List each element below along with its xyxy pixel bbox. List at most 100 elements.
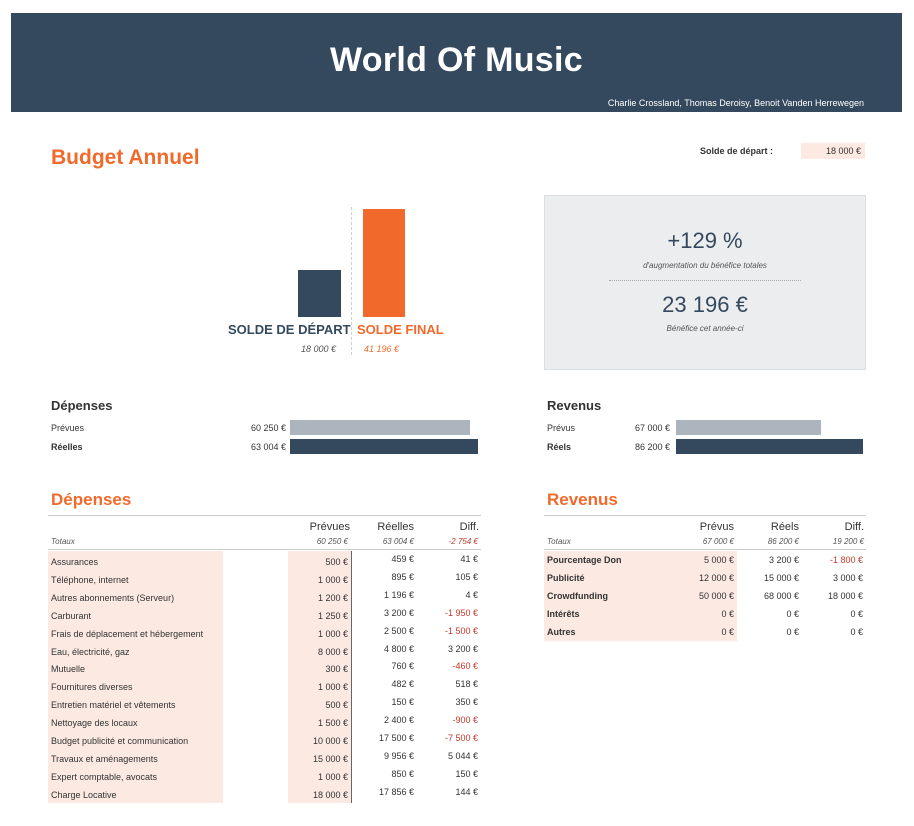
header-banner: World Of Music Charlie Crossland, Thomas… [11,13,902,112]
summary-depenses-value: 63 004 € [250,442,286,452]
depenses-row-prevues-input[interactable]: 1 000 € [317,628,348,639]
summary-depenses-label: Prévues [51,423,85,433]
depenses-row-reelles: 895 € [391,571,414,582]
depenses-row-label: Entretien matériel et vêtements [51,700,176,711]
revenus-section-title: Revenus [547,490,618,509]
kpi-separator [609,280,801,281]
summary-revenus-title: Revenus [547,398,602,413]
revenus-row-prevus-input[interactable]: 0 € [721,609,734,619]
depenses-row-diff: 105 € [455,571,478,582]
revenus-row-label: Intérêts [547,609,580,619]
depenses-row-prevues-input[interactable]: 18 000 € [312,789,348,800]
revenus-row-reels: 0 € [786,609,799,619]
depenses-row-prevues-input[interactable]: 300 € [325,664,348,675]
depenses-row-reelles: 482 € [391,679,414,690]
depenses-row-reelles: 1 196 € [383,589,414,600]
page-title: Budget Annuel [51,146,200,169]
revenus-row-prevus-input[interactable]: 50 000 € [698,591,734,601]
revenus-totals-reels: 86 200 € [767,537,799,546]
depenses-row-reelles: 3 200 € [383,607,414,618]
depenses-row-reelles: 2 500 € [383,625,414,636]
depenses-row-label: Fournitures diverses [51,682,133,693]
depenses-row-prevues-input[interactable]: 1 000 € [317,574,348,585]
revenus-header-diff: Diff. [844,521,864,533]
kpi-percent: +129 % [667,228,743,253]
depenses-totals-divider [48,549,481,550]
depenses-row-label: Budget publicité et communication [51,736,189,746]
depenses-row-label: Nettoyage des locaux [51,718,138,729]
revenus-totals-prevus: 67 000 € [702,537,734,546]
depenses-row-diff: 4 € [465,589,478,600]
depenses-row-reelles: 150 € [391,697,414,708]
depenses-row-diff: 150 € [455,768,478,779]
depenses-prevues-column [288,551,351,803]
authors-text: Charlie Crossland, Thomas Deroisy, Benoi… [607,98,864,108]
depenses-row-reelles: 2 400 € [383,715,414,726]
depenses-row-diff: 518 € [455,679,478,690]
revenus-totals-divider [544,549,866,550]
revenus-row-reels: 68 000 € [763,591,799,601]
depenses-row-prevues-input[interactable]: 500 € [325,557,348,567]
summary-revenus-value: 67 000 € [634,423,670,433]
depenses-row-reelles: 459 € [391,554,414,564]
depenses-row-prevues-input[interactable]: 1 000 € [317,771,348,782]
depenses-row-label: Charge Locative [51,789,117,800]
depenses-row-label: Téléphone, internet [51,574,129,585]
summary-depenses-title: Dépenses [51,398,113,413]
depenses-row-prevues-input[interactable]: 10 000 € [312,736,348,746]
app-title: World Of Music [330,41,583,79]
depenses-row-diff: 5 044 € [447,750,478,761]
revenus-row-label: Crowdfunding [547,591,608,601]
depenses-row-prevues-input[interactable]: 1 250 € [317,610,348,621]
depenses-prevues-border [351,551,352,803]
revenus-header-prevus: Prévus [699,521,734,533]
chart-bar-solde-final [363,209,405,317]
depenses-row-prevues-input[interactable]: 1 200 € [317,592,348,603]
depenses-totals-prevues: 60 250 € [316,537,348,546]
revenus-row-diff: -1 800 € [829,555,863,565]
depenses-row-label: Frais de déplacement et hébergement [51,628,204,639]
depenses-row-label: Autres abonnements (Serveur) [51,592,175,603]
revenus-header-reels: Réels [770,521,799,533]
chart-value-solde-final: 41 196 € [364,344,400,354]
depenses-totals-label: Totaux [51,537,75,546]
depenses-row-prevues-input[interactable]: 1 000 € [317,682,348,693]
chart-value-solde-depart: 18 000 € [301,344,337,354]
depenses-row-diff: 3 200 € [447,643,478,654]
depenses-row-diff: 350 € [455,697,478,708]
depenses-header-diff: Diff. [459,521,479,533]
summary-depenses-bar-prevues [290,420,470,435]
depenses-row-label: Eau, électricité, gaz [51,646,130,657]
chart-bar-solde-depart [298,270,341,317]
depenses-row-prevues-input[interactable]: 500 € [325,700,348,711]
revenus-row-reels: 0 € [786,627,799,637]
revenus-totals-diff: 19 200 € [832,537,864,546]
depenses-row-diff: 41 € [460,554,478,564]
depenses-row-reelles: 850 € [391,768,414,779]
revenus-row-diff: 0 € [850,609,863,619]
depenses-row-label: Assurances [51,557,99,567]
depenses-row-diff: -1 500 € [444,625,478,636]
depenses-row-reelles: 17 856 € [378,786,414,797]
solde-depart-input[interactable]: 18 000 € [801,143,865,159]
revenus-row-prevus-input[interactable]: 5 000 € [703,555,734,565]
solde-depart-label: Solde de départ : [700,146,774,156]
depenses-header-reelles: Réelles [377,521,414,533]
depenses-row-reelles: 17 500 € [378,733,414,743]
depenses-row-diff: -1 950 € [444,607,478,618]
revenus-row-prevus-input[interactable]: 0 € [721,627,734,637]
depenses-totals-reelles: 63 004 € [382,537,414,546]
summary-depenses-bar-reelles [290,439,478,454]
depenses-row-label: Mutuelle [51,664,86,675]
revenus-row-prevus-input[interactable]: 12 000 € [698,573,734,583]
chart-label-solde-depart: SOLDE DE DÉPART [228,322,351,337]
depenses-row-prevues-input[interactable]: 15 000 € [312,753,348,764]
depenses-row-prevues-input[interactable]: 1 500 € [317,718,348,729]
revenus-row-diff: 18 000 € [827,591,863,601]
depenses-row-label: Carburant [51,610,92,621]
summary-depenses-label: Réelles [51,442,83,452]
depenses-header-prevues: Prévues [309,521,350,533]
depenses-row-reelles: 9 956 € [383,750,414,761]
depenses-row-prevues-input[interactable]: 8 000 € [317,646,348,657]
summary-revenus-bar-prevus [676,420,821,435]
